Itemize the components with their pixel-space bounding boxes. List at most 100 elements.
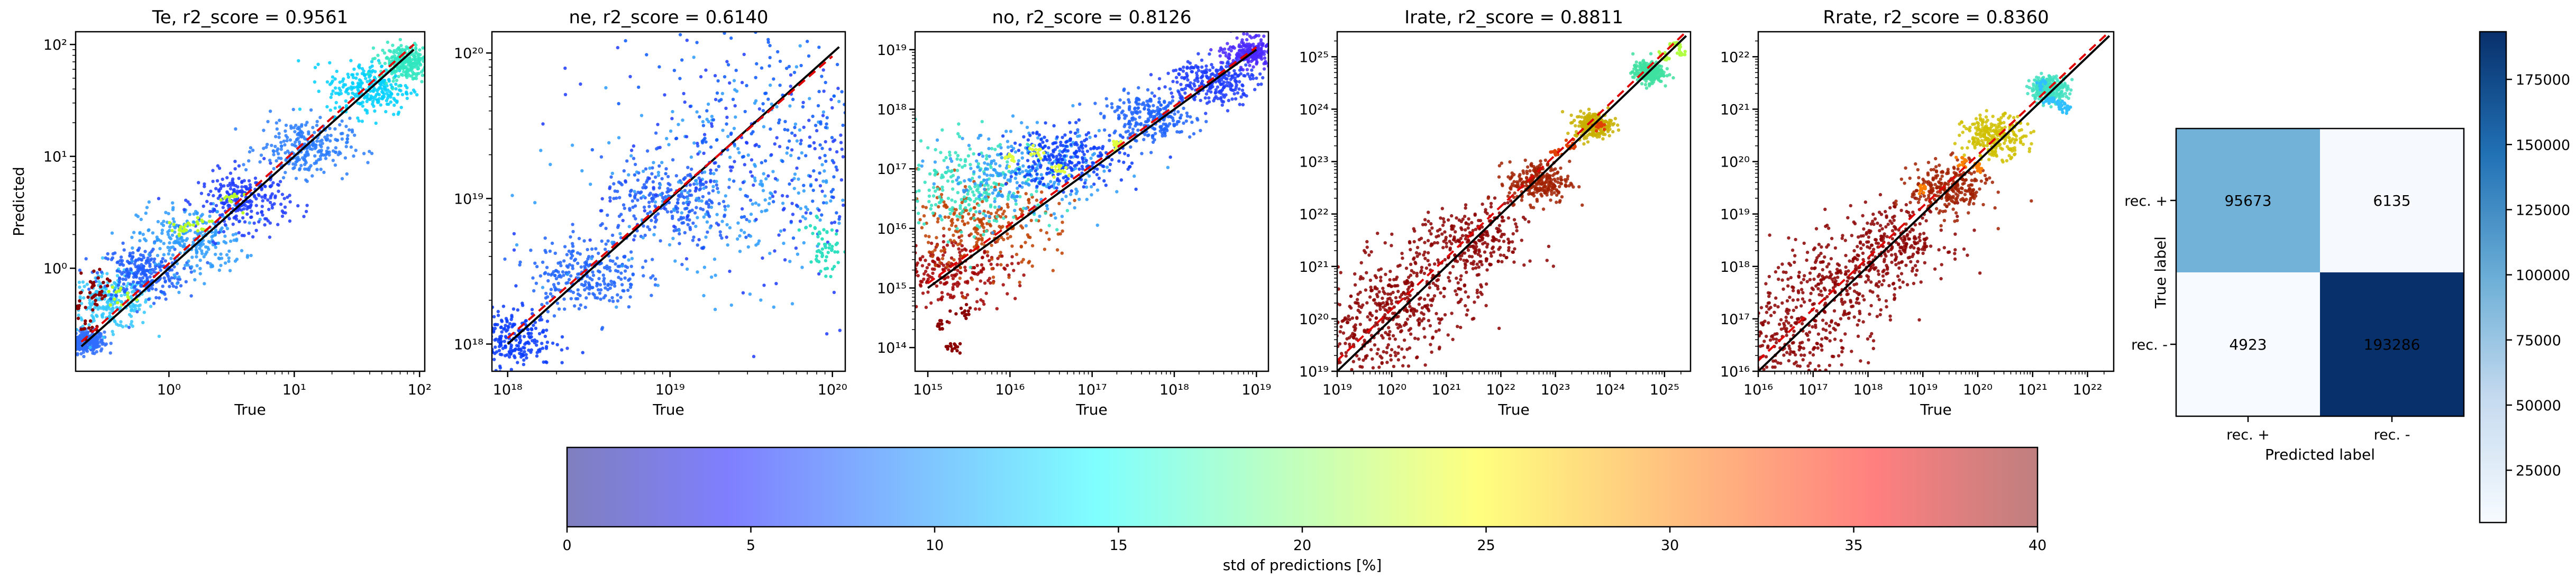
data-point bbox=[1037, 177, 1042, 181]
data-point bbox=[973, 199, 976, 204]
data-point bbox=[618, 264, 622, 268]
data-point bbox=[644, 167, 648, 171]
data-point bbox=[263, 185, 267, 188]
data-point bbox=[250, 215, 253, 219]
data-point bbox=[916, 199, 919, 203]
data-point bbox=[543, 236, 547, 240]
data-point bbox=[803, 217, 807, 221]
data-point bbox=[420, 80, 424, 84]
data-point bbox=[213, 231, 217, 234]
y-tick-label: 10² bbox=[43, 37, 67, 53]
data-point bbox=[717, 190, 720, 194]
data-point bbox=[122, 248, 126, 252]
data-point bbox=[487, 331, 490, 334]
data-point bbox=[188, 223, 192, 227]
data-point bbox=[834, 165, 838, 169]
data-point bbox=[433, 54, 436, 57]
data-point bbox=[903, 250, 906, 253]
data-point bbox=[416, 52, 420, 56]
data-point bbox=[405, 68, 409, 72]
data-point bbox=[811, 232, 815, 235]
data-point bbox=[76, 328, 79, 332]
data-point bbox=[830, 228, 834, 232]
data-point bbox=[386, 40, 390, 44]
data-point bbox=[241, 211, 245, 215]
data-point bbox=[346, 91, 350, 96]
data-point bbox=[192, 221, 196, 224]
data-point bbox=[632, 238, 636, 242]
data-point bbox=[817, 260, 821, 263]
data-point bbox=[718, 230, 722, 234]
data-point bbox=[167, 277, 171, 281]
data-point bbox=[868, 146, 871, 150]
series-points bbox=[797, 214, 845, 279]
data-point bbox=[543, 334, 547, 338]
data-point bbox=[591, 286, 595, 289]
data-point bbox=[695, 206, 698, 209]
data-point bbox=[766, 97, 770, 101]
data-point bbox=[995, 263, 999, 267]
data-point bbox=[266, 143, 269, 146]
data-point bbox=[409, 91, 413, 95]
data-point bbox=[70, 337, 74, 340]
data-point bbox=[918, 218, 922, 222]
data-point bbox=[576, 272, 580, 276]
data-point bbox=[741, 291, 745, 295]
data-point bbox=[1095, 223, 1099, 227]
data-point bbox=[392, 71, 397, 75]
data-point bbox=[396, 93, 400, 96]
data-point bbox=[935, 138, 939, 142]
data-point bbox=[789, 219, 793, 223]
data-point bbox=[59, 339, 62, 342]
data-point bbox=[138, 246, 141, 250]
data-point bbox=[881, 240, 884, 243]
data-point bbox=[799, 63, 803, 68]
data-point bbox=[881, 94, 884, 97]
data-point bbox=[982, 302, 986, 306]
data-point bbox=[118, 306, 122, 309]
data-point bbox=[397, 75, 400, 78]
data-point bbox=[944, 171, 948, 175]
data-point bbox=[421, 74, 424, 77]
data-point bbox=[428, 36, 431, 39]
data-point bbox=[315, 159, 318, 163]
data-point bbox=[1030, 247, 1033, 250]
data-point bbox=[924, 234, 928, 238]
data-point bbox=[605, 267, 609, 271]
data-point bbox=[522, 363, 526, 367]
data-point bbox=[869, 288, 872, 291]
data-point bbox=[95, 314, 99, 318]
data-point bbox=[392, 51, 396, 54]
data-point bbox=[917, 167, 921, 171]
data-point bbox=[159, 239, 163, 243]
data-point bbox=[504, 336, 508, 340]
data-point bbox=[863, 34, 866, 38]
data-point bbox=[645, 149, 650, 153]
data-point bbox=[534, 281, 538, 285]
data-point bbox=[781, 159, 784, 163]
series-points bbox=[107, 193, 246, 307]
data-point bbox=[603, 248, 607, 251]
data-point bbox=[492, 358, 496, 361]
data-point bbox=[989, 112, 992, 115]
data-point bbox=[627, 278, 631, 282]
data-point bbox=[1024, 224, 1028, 228]
data-point bbox=[203, 182, 206, 186]
data-point bbox=[83, 327, 87, 331]
data-point bbox=[330, 92, 334, 96]
data-point bbox=[865, 122, 868, 125]
data-point bbox=[830, 106, 834, 109]
data-point bbox=[599, 297, 602, 301]
data-point bbox=[974, 197, 978, 201]
data-point bbox=[420, 70, 424, 74]
data-point bbox=[240, 249, 244, 253]
data-point bbox=[743, 231, 746, 234]
data-point bbox=[533, 338, 536, 342]
data-point bbox=[1030, 244, 1035, 248]
data-point bbox=[829, 199, 833, 203]
data-point bbox=[964, 280, 967, 284]
data-point bbox=[849, 40, 853, 43]
data-point bbox=[1022, 206, 1026, 210]
data-point bbox=[683, 231, 687, 235]
data-point bbox=[724, 106, 728, 110]
